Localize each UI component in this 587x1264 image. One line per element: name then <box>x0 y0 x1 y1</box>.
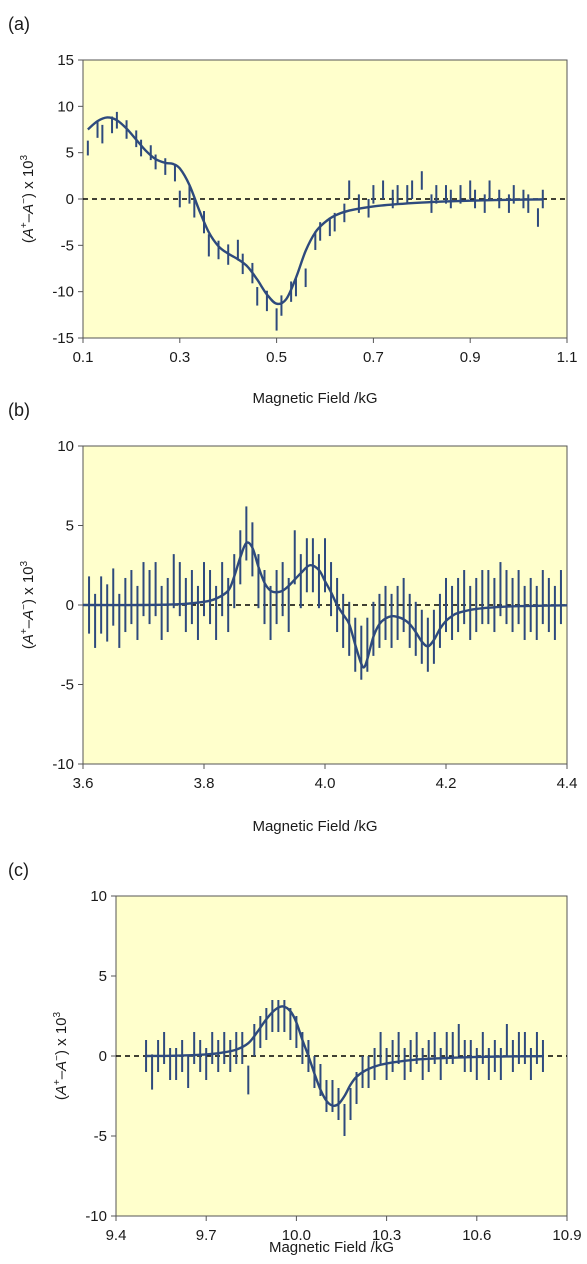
chart-c-xtick-label: 10.0 <box>282 1227 311 1244</box>
chart-c-y-axis-label: (A+–A−) x 103 <box>52 1011 70 1100</box>
chart-b-ytick-label: -10 <box>52 756 74 773</box>
chart-b-panel-label: (b) <box>8 400 30 420</box>
chart-b-ytick-label: -5 <box>61 677 74 694</box>
chart-a-ytick-label: -15 <box>52 330 74 347</box>
chart-c-ytick-label: -5 <box>94 1128 107 1145</box>
chart-a-ytick-label: 10 <box>57 98 74 115</box>
chart-c-xtick-label: 10.9 <box>552 1227 581 1244</box>
chart-c-fit-curve <box>146 1005 543 1107</box>
chart-a: (a) 15 10 5 0 -5 -10 -15 0.1 0.3 0.5 0.7 0.9 1.1 Magne… <box>8 14 577 407</box>
chart-b-ytick-label: 10 <box>57 438 74 455</box>
chart-b-xtick-label: 4.2 <box>436 775 457 792</box>
chart-b-xtick-label: 4.0 <box>315 775 336 792</box>
chart-b-xtick-label: 4.4 <box>557 775 578 792</box>
chart-c-xtick-label: 10.6 <box>462 1227 491 1244</box>
chart-a-xtick-label: 1.1 <box>557 349 578 366</box>
chart-b-y-axis-label: (A+–A−) x 103 <box>19 560 37 649</box>
chart-b-ytick-label: 5 <box>66 518 74 535</box>
chart-a-ytick-label: 0 <box>66 191 74 208</box>
chart-a-xtick-label: 0.5 <box>266 349 287 366</box>
chart-a-xtick-label: 0.1 <box>73 349 94 366</box>
chart-b-fit-curve <box>82 541 568 669</box>
chart-b-xtick-label: 3.8 <box>194 775 215 792</box>
chart-c-ytick-label: 10 <box>90 888 107 905</box>
chart-c-panel-label: (c) <box>8 860 29 880</box>
chart-b-x-axis-label: Magnetic Field /kG <box>252 818 377 835</box>
chart-c-ytick-label: 0 <box>99 1048 107 1065</box>
chart-b-xtick-label: 3.6 <box>73 775 94 792</box>
chart-c-ytick-label: -10 <box>85 1208 107 1225</box>
chart-a-fit-curve <box>87 116 543 306</box>
chart-c-xtick-label: 10.3 <box>372 1227 401 1244</box>
chart-a-xtick-label: 0.3 <box>169 349 190 366</box>
chart-b: (b) 10 5 0 -5 -10 3.6 3.8 4.0 4.2 4.4 Magnetic Fiel… <box>8 400 577 835</box>
chart-c-xtick-label: 9.7 <box>196 1227 217 1244</box>
chart-b-ytick-label: 0 <box>66 597 74 614</box>
chart-a-xtick-label: 0.7 <box>363 349 384 366</box>
chart-a-ytick-label: 15 <box>57 52 74 69</box>
chart-c-xtick-label: 9.4 <box>106 1227 127 1244</box>
chart-a-panel-label: (a) <box>8 14 30 34</box>
chart-a-ytick-label: -10 <box>52 284 74 301</box>
chart-a-ytick-label: 5 <box>66 145 74 162</box>
chart-a-x-axis-label: Magnetic Field /kG <box>252 390 377 407</box>
chart-c-x-axis-label: Magnetic Field /kG <box>269 1239 394 1256</box>
chart-c: (c) 10 5 0 -5 -10 9.4 9.7 10.0 10.3 10.6 10.9 Magnet… <box>8 860 582 1256</box>
chart-a-y-axis-label: (A+–A−) x 103 <box>19 154 37 243</box>
chart-c-ytick-label: 5 <box>99 968 107 985</box>
chart-a-xtick-label: 0.9 <box>460 349 481 366</box>
chart-a-plot-area <box>82 59 568 339</box>
chart-a-ytick-label: -5 <box>61 237 74 254</box>
